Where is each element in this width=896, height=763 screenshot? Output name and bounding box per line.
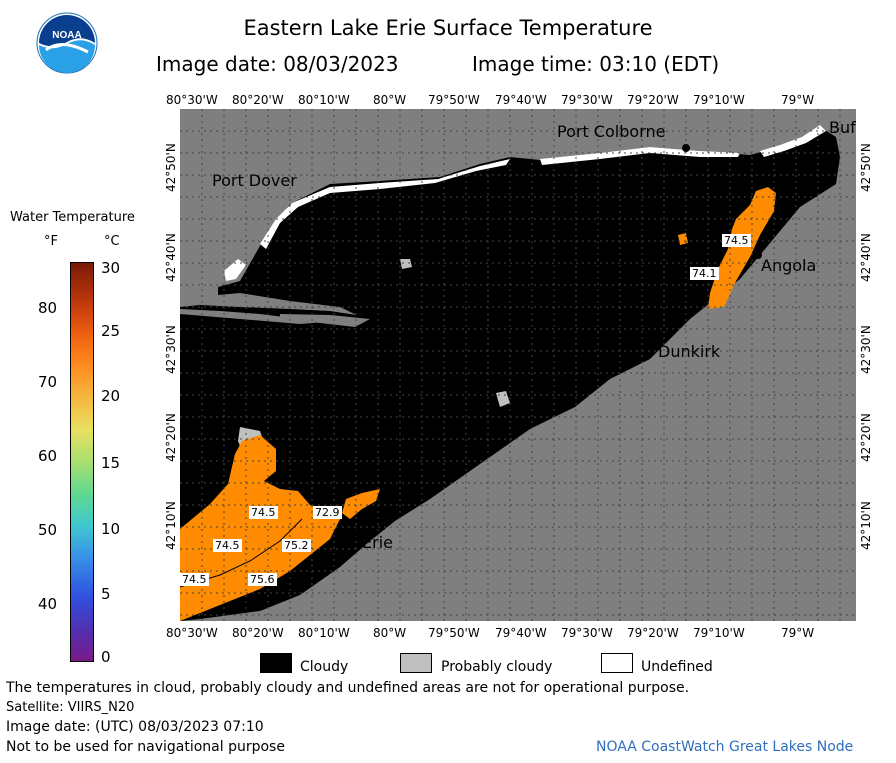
- temp-label: 74.5: [213, 539, 242, 552]
- lon-tick: 79°40'W: [495, 93, 547, 107]
- legend-cloudy: Cloudy: [300, 659, 349, 675]
- port-colborne-marker: [682, 144, 690, 152]
- lon-tick: 80°30'W: [166, 626, 218, 640]
- cbar-tick-c: 25: [101, 322, 121, 340]
- temp-label: 74.5: [180, 573, 209, 586]
- place-erie: Erie: [362, 533, 393, 552]
- colorbar-gradient: [70, 262, 94, 662]
- cbar-tick-c: 15: [101, 454, 121, 472]
- lon-tick: 80°30'W: [166, 93, 218, 107]
- lat-tick: 42°20'N: [859, 413, 873, 462]
- navigation-warning: Not to be used for navigational purpose: [6, 739, 285, 755]
- lon-tick: 80°20'W: [232, 626, 284, 640]
- lon-tick: 80°10'W: [298, 626, 350, 640]
- temp-label: 74.1: [690, 267, 719, 280]
- legend-undefined: Undefined: [641, 659, 713, 675]
- place-port-dover: Port Dover: [212, 171, 297, 190]
- lat-tick: 42°40'N: [859, 233, 873, 282]
- map-title: Eastern Lake Erie Surface Temperature: [243, 16, 653, 40]
- place-port-colborne: Port Colborne: [557, 122, 666, 141]
- cbar-tick-c: 30: [101, 259, 121, 277]
- cbar-tick-f: 70: [38, 373, 58, 391]
- undefined-area: [224, 259, 246, 281]
- disclaimer: The temperatures in cloud, probably clou…: [6, 680, 690, 696]
- cbar-tick-f: 80: [38, 299, 58, 317]
- lat-tick: 42°10'N: [164, 501, 178, 550]
- image-time: Image time: 03:10 (EDT): [472, 52, 720, 76]
- lon-tick: 80°W: [373, 93, 407, 107]
- lon-tick: 79°10'W: [693, 626, 745, 640]
- place-buffalo: Buf: [829, 118, 856, 137]
- noaa-logo: NOAA: [36, 12, 98, 74]
- probably-cloudy-area: [400, 259, 412, 269]
- legend-swatch-undefined: [601, 653, 633, 673]
- lat-tick: 42°30'N: [859, 325, 873, 374]
- cbar-tick-c: 10: [101, 520, 121, 538]
- warm-water-area: [342, 489, 380, 519]
- satellite: Satellite: VIIRS_N20: [6, 700, 135, 715]
- cbar-tick-f: 60: [38, 447, 58, 465]
- temp-label: 74.5: [249, 506, 278, 519]
- cbar-tick-c: 5: [101, 585, 111, 603]
- lon-tick: 80°20'W: [232, 93, 284, 107]
- credit: NOAA CoastWatch Great Lakes Node: [596, 739, 854, 755]
- lon-tick: 79°40'W: [495, 626, 547, 640]
- legend-probably-cloudy: Probably cloudy: [441, 659, 553, 675]
- utc-date: Image date: (UTC) 08/03/2023 07:10: [6, 719, 264, 735]
- lon-tick: 80°10'W: [298, 93, 350, 107]
- lat-tick: 42°30'N: [164, 325, 178, 374]
- undefined-area: [260, 159, 510, 249]
- place-angola: Angola: [761, 256, 817, 275]
- cbar-tick-c: 0: [101, 648, 111, 666]
- lon-tick: 79°W: [781, 93, 815, 107]
- lat-tick: 42°50'N: [859, 143, 873, 192]
- temp-label: 75.6: [248, 573, 277, 586]
- temp-label: 72.9: [313, 506, 342, 519]
- lon-tick: 79°20'W: [627, 93, 679, 107]
- graticule: [180, 109, 856, 621]
- image-date: Image date: 08/03/2023: [156, 52, 399, 76]
- lake-erie-map: [180, 109, 856, 621]
- angola-marker: [754, 251, 762, 259]
- place-dunkirk: Dunkirk: [658, 342, 721, 361]
- warm-water-area: [708, 187, 776, 309]
- colorbar-unit-f: °F: [44, 234, 58, 249]
- legend-swatch-cloudy: [260, 653, 292, 673]
- lon-tick: 79°W: [781, 626, 815, 640]
- probably-cloudy-area: [280, 314, 370, 327]
- lon-tick: 79°50'W: [428, 626, 480, 640]
- lon-tick: 80°W: [373, 626, 407, 640]
- legend-swatch-probably-cloudy: [400, 653, 432, 673]
- temp-label: 75.2: [282, 539, 311, 552]
- dunkirk-marker: [648, 338, 656, 346]
- lon-tick: 79°20'W: [627, 626, 679, 640]
- cbar-tick-f: 50: [38, 521, 58, 539]
- lat-tick: 42°20'N: [164, 413, 178, 462]
- lat-tick: 42°50'N: [164, 143, 178, 192]
- undefined-area: [760, 125, 826, 157]
- cbar-tick-f: 40: [38, 595, 58, 613]
- colorbar-unit-c: °C: [104, 234, 120, 249]
- cbar-tick-c: 20: [101, 387, 121, 405]
- undefined-area: [540, 147, 740, 165]
- erie-marker: [354, 529, 362, 537]
- buffalo-marker: [826, 135, 834, 143]
- lon-tick: 79°10'W: [693, 93, 745, 107]
- lon-tick: 79°30'W: [561, 626, 613, 640]
- lon-tick: 79°30'W: [561, 93, 613, 107]
- temp-label: 74.5: [722, 234, 751, 247]
- lon-tick: 79°50'W: [428, 93, 480, 107]
- colorbar-title: Water Temperature: [10, 210, 135, 225]
- lat-tick: 42°10'N: [859, 501, 873, 550]
- logo-text: NOAA: [52, 30, 81, 41]
- lat-tick: 42°40'N: [164, 233, 178, 282]
